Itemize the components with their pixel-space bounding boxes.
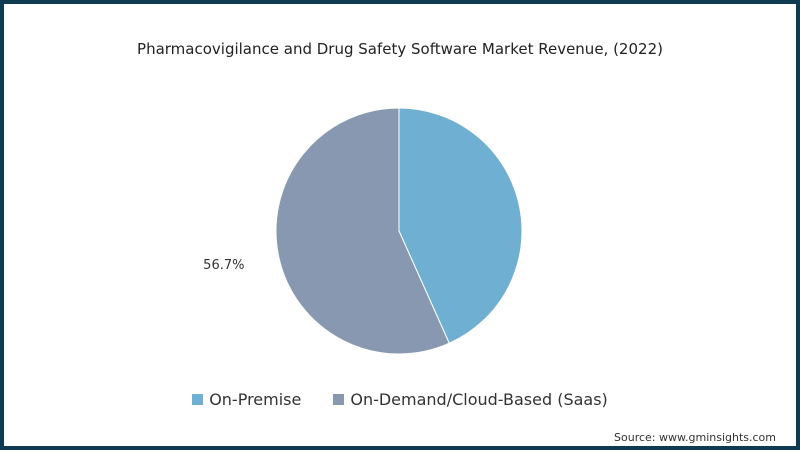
legend-label: On-Premise bbox=[209, 390, 302, 409]
legend-item-on-premise: On-Premise bbox=[192, 390, 301, 409]
legend: On-Premise On-Demand/Cloud-Based (Saas) bbox=[4, 390, 796, 409]
legend-label: On-Demand/Cloud-Based (Saas) bbox=[350, 390, 608, 409]
legend-swatch bbox=[192, 394, 204, 405]
pie-chart: 56.7% bbox=[203, 107, 523, 355]
pie-slice-on-premise bbox=[398, 107, 523, 344]
data-label: 56.7% bbox=[203, 258, 244, 273]
legend-item-cloud: On-Demand/Cloud-Based (Saas) bbox=[333, 390, 608, 409]
pie-slice-on-demand-cloud-based-saas- bbox=[275, 107, 450, 355]
legend-swatch bbox=[333, 394, 345, 405]
source-note: Source: www.gminsights.com bbox=[614, 431, 776, 444]
chart-title: Pharmacovigilance and Drug Safety Softwa… bbox=[137, 40, 663, 58]
